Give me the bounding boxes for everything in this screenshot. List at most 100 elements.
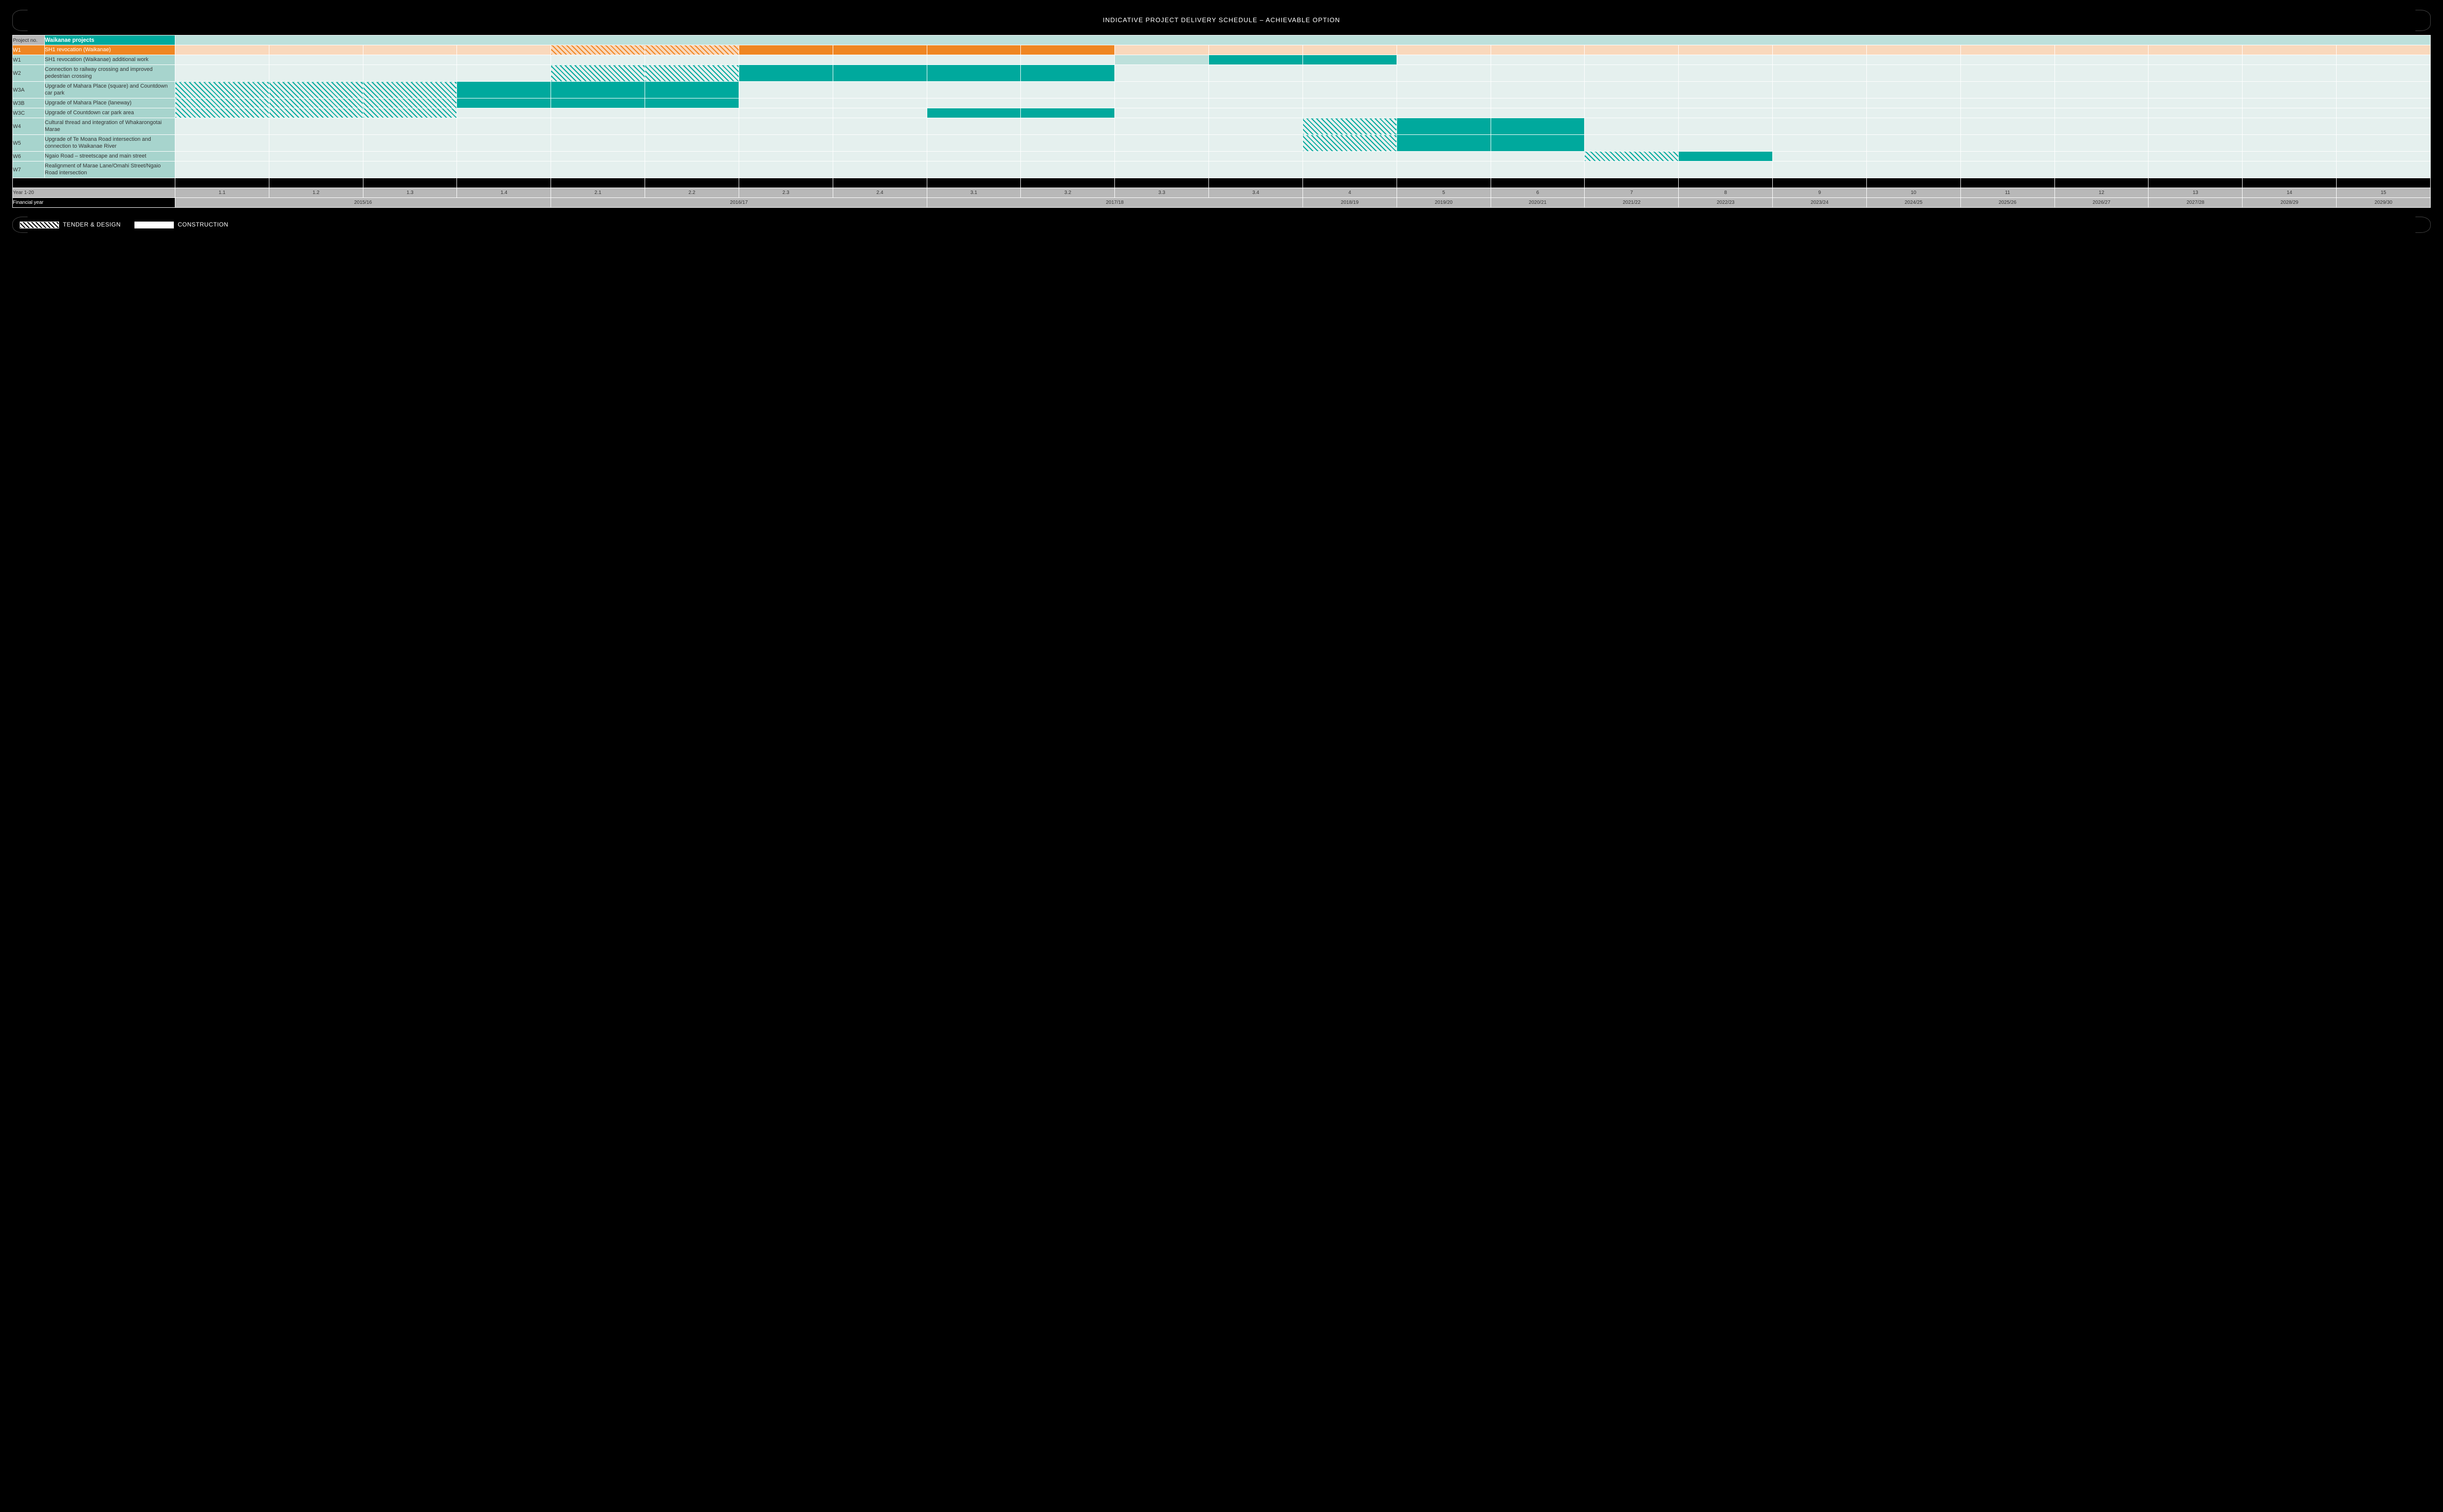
solid-swatch-icon xyxy=(134,222,174,228)
gantt-cell xyxy=(1209,152,1303,161)
gantt-cell xyxy=(1585,98,1679,108)
gantt-cell xyxy=(645,118,739,135)
fy-span: 2022/23 xyxy=(1679,198,1773,208)
gantt-cell xyxy=(175,55,269,65)
project-id: W1 xyxy=(13,45,45,55)
gantt-cell xyxy=(1491,118,1585,135)
gantt-cell xyxy=(1303,98,1397,108)
gantt-cell xyxy=(1397,161,1491,178)
gantt-cell xyxy=(1960,161,2054,178)
gantt-cell xyxy=(175,161,269,178)
footer-fy-label: Financial year xyxy=(13,198,175,208)
gantt-cell xyxy=(1491,65,1585,82)
gantt-cell xyxy=(927,152,1021,161)
fy-span: 2023/24 xyxy=(1773,198,1867,208)
year-tick: 4 xyxy=(1303,188,1397,198)
gantt-cell xyxy=(2243,45,2337,55)
year-tick: 2.1 xyxy=(551,188,645,198)
gantt-cell xyxy=(645,98,739,108)
gantt-cell xyxy=(739,152,833,161)
gantt-cell xyxy=(1021,65,1115,82)
year-tick: 3.3 xyxy=(1115,188,1209,198)
project-name: Connection to railway crossing and impro… xyxy=(45,65,175,82)
gantt-cell xyxy=(551,152,645,161)
gantt-cell xyxy=(1585,135,1679,152)
fy-span: 2027/28 xyxy=(2149,198,2243,208)
gantt-cell xyxy=(457,108,551,118)
gantt-cell xyxy=(1491,45,1585,55)
gantt-cell xyxy=(833,135,927,152)
gantt-cell xyxy=(2243,55,2337,65)
gantt-cell xyxy=(1585,65,1679,82)
project-name: Realignment of Marae Lane/Omahi Street/N… xyxy=(45,161,175,178)
gantt-table: Project no.Waikanae projectsW1SH1 revoca… xyxy=(12,35,2431,208)
gantt-cell xyxy=(551,82,645,98)
year-tick: 15 xyxy=(2337,188,2431,198)
legend: TENDER & DESIGN CONSTRUCTION xyxy=(12,217,2431,233)
gantt-cell xyxy=(1585,45,1679,55)
gantt-cell xyxy=(927,108,1021,118)
gantt-cell xyxy=(1960,118,2054,135)
gantt-cell xyxy=(1209,65,1303,82)
project-id: W6 xyxy=(13,152,45,161)
gantt-cell xyxy=(269,135,363,152)
year-tick: 2.2 xyxy=(645,188,739,198)
gantt-cell xyxy=(1585,55,1679,65)
gantt-cell xyxy=(1960,98,2054,108)
gantt-cell xyxy=(1773,55,1867,65)
gantt-cell xyxy=(1491,152,1585,161)
gantt-cell xyxy=(551,98,645,108)
gantt-cell xyxy=(739,45,833,55)
gantt-cell xyxy=(2337,82,2431,98)
fy-span: 2016/17 xyxy=(551,198,927,208)
year-tick: 12 xyxy=(2054,188,2149,198)
gantt-cell xyxy=(175,152,269,161)
gantt-cell xyxy=(1303,108,1397,118)
gantt-cell xyxy=(645,45,739,55)
gantt-cell xyxy=(2149,135,2243,152)
gantt-cell xyxy=(457,98,551,108)
gantt-cell xyxy=(2149,118,2243,135)
gantt-cell xyxy=(2149,161,2243,178)
gantt-cell xyxy=(2337,98,2431,108)
gantt-cell xyxy=(457,161,551,178)
gantt-cell xyxy=(2149,82,2243,98)
gantt-cell xyxy=(927,161,1021,178)
gantt-cell xyxy=(833,55,927,65)
legend-construction-label: CONSTRUCTION xyxy=(178,221,228,228)
gantt-cell xyxy=(269,82,363,98)
page-title-text: INDICATIVE PROJECT DELIVERY SCHEDULE – A… xyxy=(1103,16,1340,24)
gantt-cell xyxy=(833,161,927,178)
gantt-cell xyxy=(2149,55,2243,65)
year-tick: 1.4 xyxy=(457,188,551,198)
gantt-cell xyxy=(1960,65,2054,82)
gantt-cell xyxy=(1303,82,1397,98)
gantt-cell xyxy=(1209,55,1303,65)
gantt-cell xyxy=(457,82,551,98)
gantt-cell xyxy=(1397,45,1491,55)
gantt-cell xyxy=(1585,118,1679,135)
gantt-cell xyxy=(1960,45,2054,55)
gantt-cell xyxy=(1960,55,2054,65)
fy-span: 2029/30 xyxy=(2337,198,2431,208)
project-name: Ngaio Road – streetscape and main street xyxy=(45,152,175,161)
gantt-cell xyxy=(1021,135,1115,152)
project-row: W7Realignment of Marae Lane/Omahi Street… xyxy=(13,161,2431,178)
gantt-cell xyxy=(363,135,457,152)
gantt-cell xyxy=(269,118,363,135)
project-row: W5Upgrade of Te Moana Road intersection … xyxy=(13,135,2431,152)
project-name: Upgrade of Mahara Place (laneway) xyxy=(45,98,175,108)
gantt-cell xyxy=(1397,118,1491,135)
gantt-cell xyxy=(2337,45,2431,55)
gantt-cell xyxy=(363,108,457,118)
year-tick: 1.3 xyxy=(363,188,457,198)
gantt-cell xyxy=(1679,98,1773,108)
gantt-cell xyxy=(363,161,457,178)
gantt-cell xyxy=(1303,135,1397,152)
gantt-cell xyxy=(1866,108,1960,118)
gantt-cell xyxy=(457,65,551,82)
gantt-cell xyxy=(363,118,457,135)
gantt-cell xyxy=(1115,118,1209,135)
footer-fy-row: Financial year2015/162016/172017/182018/… xyxy=(13,198,2431,208)
gantt-cell xyxy=(1209,118,1303,135)
